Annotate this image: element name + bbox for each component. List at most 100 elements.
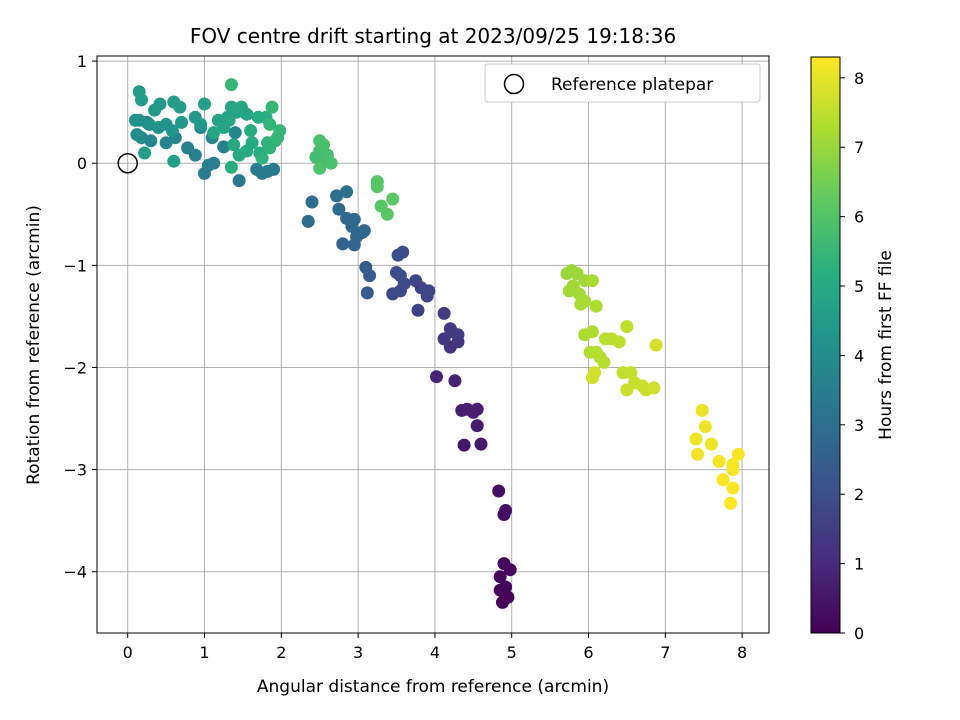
data-point [588,366,602,380]
data-point [232,174,246,188]
colorbar-tick-label: 1 [854,555,864,574]
x-tick-label: 0 [123,643,133,662]
data-point [313,134,327,148]
chart-title: FOV centre drift starting at 2023/09/25 … [190,24,676,48]
data-point [716,473,730,487]
x-axis-label: Angular distance from reference (arcmin) [257,677,609,697]
x-tick-label: 5 [507,643,517,662]
data-point [148,103,162,117]
data-point [499,504,513,517]
data-point [726,463,740,477]
y-tick-label: −3 [63,461,87,480]
data-point [347,212,361,226]
data-point [265,100,279,114]
data-point [273,124,287,138]
data-point [649,338,663,352]
x-tick-label: 8 [737,643,747,662]
data-point [691,447,705,461]
data-point [194,117,208,131]
data-point [224,160,238,174]
x-axis-ticks: 0 1 2 3 4 5 6 7 8 [123,633,747,662]
data-point [173,100,187,114]
data-point [393,269,407,283]
y-tick-label: −4 [63,563,87,582]
data-point [585,325,599,339]
data-point [704,437,718,451]
x-tick-label: 3 [353,643,363,662]
data-point [499,580,513,594]
plot-frame [96,55,770,634]
data-point [332,202,346,216]
data-point [448,374,462,388]
colorbar-tick-label: 6 [854,208,864,227]
reference-platepar-marker [117,152,138,174]
legend: Reference platepar [484,63,761,103]
data-point [724,496,738,510]
data-point [466,405,480,419]
y-tick-label: −1 [63,256,87,275]
data-point [245,136,259,150]
data-point [574,297,588,311]
y-tick-label: 0 [77,154,87,173]
data-point [357,224,371,238]
colorbar-tick-label: 3 [854,416,864,435]
x-tick-label: 4 [430,643,440,662]
data-point [585,274,599,288]
colorbar-tick-label: 7 [854,138,864,157]
data-point [224,100,238,114]
colorbar [810,56,841,634]
x-tick-label: 2 [276,643,286,662]
data-point [207,156,221,170]
data-point [370,180,384,194]
data-point [305,195,319,209]
data-point [712,454,726,468]
colorbar-tick-label: 2 [854,485,864,504]
data-point [437,332,451,346]
data-point [386,192,400,206]
data-point [437,306,451,320]
data-point [731,447,745,461]
data-point [340,185,354,199]
data-point [165,124,179,138]
data-point [497,557,511,571]
colorbar-ticks: 0 1 2 3 4 5 6 7 8 [840,69,864,643]
data-point [492,484,506,498]
data-point [474,437,488,451]
data-point [726,481,740,495]
grid-lines [97,56,769,633]
legend-label: Reference platepar [551,75,713,95]
legend-marker-icon [503,73,525,95]
data-point [224,78,238,92]
data-point [620,383,634,397]
y-axis-ticks: 1 0 −1 −2 −3 −4 [63,52,97,582]
data-point [612,335,626,349]
x-tick-label: 7 [660,643,670,662]
data-points [128,78,745,609]
data-point [175,115,188,129]
data-point [647,381,661,395]
y-tick-label: −2 [63,358,87,377]
data-point [138,146,152,160]
data-point [624,366,638,380]
data-point [250,162,264,176]
colorbar-label: Hours from first FF file [876,250,896,440]
y-axis-label: Rotation from reference (arcmin) [24,205,44,485]
data-point [132,85,146,99]
data-point [198,97,211,111]
data-point [698,420,712,434]
data-point [217,140,231,154]
data-point [227,138,241,152]
data-point [430,370,443,384]
data-point [181,141,195,155]
data-point [267,162,281,176]
data-point [324,156,338,170]
data-point [222,113,236,127]
colorbar-tick-label: 4 [854,346,864,365]
data-point [128,113,142,127]
data-point [689,432,703,446]
x-tick-label: 1 [199,643,209,662]
data-point [695,403,709,417]
data-point [330,189,344,203]
data-point [301,214,315,228]
